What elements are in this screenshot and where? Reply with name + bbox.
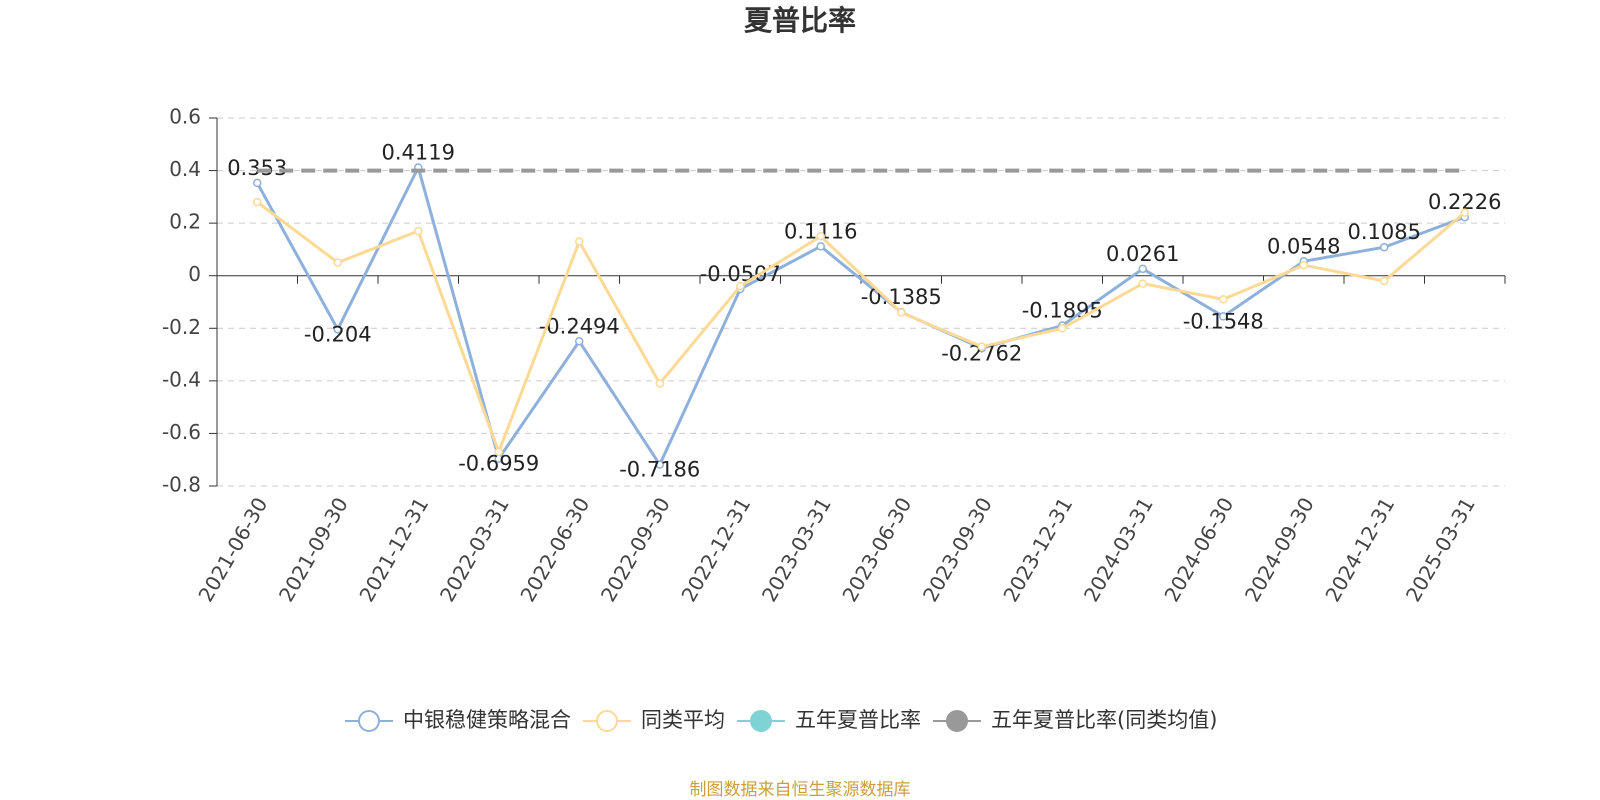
point bbox=[1380, 276, 1389, 286]
legend-marker bbox=[750, 710, 772, 732]
point bbox=[736, 281, 745, 291]
point bbox=[655, 460, 664, 469]
point bbox=[897, 308, 906, 317]
legend-label: 中银稳健策略混合 bbox=[403, 708, 571, 732]
data-label: -0.1548 bbox=[1183, 309, 1264, 333]
y-tick-label: 0.6 bbox=[169, 105, 201, 129]
point bbox=[655, 379, 664, 388]
x-tick-label: 2022-03-31 bbox=[435, 493, 514, 606]
legend-label: 同类平均 bbox=[641, 708, 725, 732]
data-label: 0.1085 bbox=[1348, 220, 1421, 244]
y-tick-label: -0.8 bbox=[162, 473, 201, 497]
point bbox=[253, 197, 262, 207]
data-label: 0.353 bbox=[227, 156, 287, 180]
data-label: 0.0548 bbox=[1267, 234, 1340, 258]
legend-marker bbox=[946, 710, 968, 732]
x-tick-label: 2024-03-31 bbox=[1079, 493, 1158, 606]
x-tick-label: 2022-06-30 bbox=[515, 493, 594, 606]
data-label: -0.1385 bbox=[861, 285, 942, 309]
x-tick-label: 2024-12-31 bbox=[1320, 493, 1399, 606]
data-label: 0.4119 bbox=[382, 140, 455, 164]
x-tick-label: 2021-06-30 bbox=[193, 493, 272, 606]
point bbox=[575, 337, 584, 346]
y-tick-label: 0.2 bbox=[169, 210, 201, 234]
point bbox=[414, 226, 423, 236]
data-label: -0.7186 bbox=[619, 458, 700, 482]
x-tick-label: 2021-09-30 bbox=[274, 493, 353, 606]
series-line bbox=[255, 163, 1466, 468]
point bbox=[1058, 324, 1067, 333]
x-tick-label: 2022-12-31 bbox=[676, 493, 755, 606]
x-tick-label: 2022-09-30 bbox=[596, 493, 675, 606]
source-note: 制图数据来自恒生聚源数据库 bbox=[690, 780, 911, 800]
point bbox=[575, 237, 584, 246]
point bbox=[1460, 208, 1469, 217]
y-tick-label: -0.6 bbox=[162, 420, 201, 444]
point bbox=[1380, 242, 1389, 252]
data-label: 0.0261 bbox=[1106, 242, 1179, 266]
legend-marker bbox=[358, 710, 380, 732]
point bbox=[1138, 264, 1147, 274]
point bbox=[253, 178, 262, 188]
point bbox=[333, 258, 342, 267]
y-tick-label: -0.2 bbox=[162, 315, 201, 339]
point bbox=[816, 242, 825, 251]
x-tick-label: 2023-09-30 bbox=[918, 493, 997, 606]
x-tick-label: 2023-06-30 bbox=[837, 493, 916, 606]
chart-title: 夏普比率 bbox=[744, 4, 856, 37]
point bbox=[1219, 295, 1228, 304]
point bbox=[1299, 260, 1308, 270]
x-tick-label: 2023-03-31 bbox=[757, 493, 836, 606]
x-tick-label: 2025-03-31 bbox=[1401, 493, 1480, 606]
series-line bbox=[256, 200, 1466, 457]
point bbox=[1138, 279, 1147, 288]
point bbox=[977, 342, 986, 351]
legend-marker bbox=[596, 710, 618, 732]
data-label: -0.204 bbox=[304, 322, 372, 346]
point bbox=[1219, 312, 1228, 321]
x-tick-label: 2023-12-31 bbox=[998, 493, 1077, 606]
point bbox=[333, 325, 342, 334]
x-tick-label: 2024-09-30 bbox=[1240, 493, 1319, 606]
data-label: -0.2494 bbox=[539, 314, 620, 338]
point bbox=[494, 447, 503, 457]
x-tick-label: 2024-06-30 bbox=[1159, 493, 1238, 606]
legend-label: 五年夏普比率 bbox=[795, 708, 921, 732]
y-tick-label: -0.4 bbox=[162, 367, 201, 391]
legend-label: 五年夏普比率(同类均值) bbox=[991, 708, 1217, 732]
y-tick-label: 0 bbox=[188, 262, 201, 286]
data-label: -0.1895 bbox=[1022, 299, 1103, 323]
x-tick-label: 2021-12-31 bbox=[354, 493, 433, 606]
point bbox=[816, 232, 825, 241]
y-tick-label: 0.4 bbox=[169, 157, 201, 181]
